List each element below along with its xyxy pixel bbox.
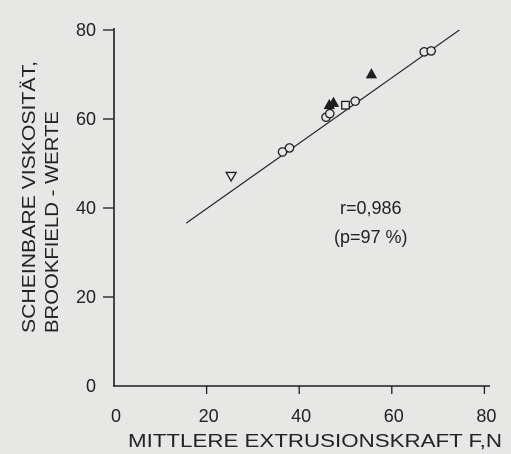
- point-open-circle-1: [277, 147, 288, 157]
- axis-tick-labels: 0 20 40 60 80 0 20 40 60 80: [76, 20, 496, 426]
- y-axis-label-line-1: SCHEINBARE VISKOSITÄT,: [19, 61, 39, 333]
- point-open-square-1: [341, 100, 350, 110]
- y-tick-label-20: 20: [76, 287, 96, 307]
- x-tick-label-60: 60: [384, 406, 404, 426]
- y-tick-label-0: 0: [86, 376, 96, 396]
- y-tick-label-60: 60: [76, 109, 96, 129]
- correlation-annotation: r=0,986: [340, 198, 402, 218]
- point-filled-triangle-3: [365, 68, 378, 79]
- x-tick-label-0: 0: [111, 406, 121, 426]
- axis-ticks: [103, 29, 486, 394]
- point-filled-triangle-2: [327, 96, 340, 107]
- x-tick-label-80: 80: [476, 406, 496, 426]
- x-tick-label-40: 40: [291, 406, 311, 426]
- y-tick-label-80: 80: [76, 20, 96, 40]
- probability-annotation: (p=97 %): [334, 227, 408, 247]
- y-axis-label-line-2: BROOKFIELD - WERTE: [42, 111, 62, 333]
- point-open-circle-2: [284, 143, 295, 153]
- regression-line: [185, 29, 460, 224]
- regression-line-group: [185, 29, 460, 224]
- data-points: [225, 46, 437, 183]
- x-axis-label: MITTLERE EXTRUSIONSKRAFT F,N: [128, 431, 502, 451]
- point-open-circle-4: [324, 108, 335, 119]
- point-open-circle-7: [426, 46, 437, 56]
- x-tick-label-20: 20: [199, 406, 219, 426]
- point-open-circle-5: [350, 96, 361, 107]
- point-open-triangle-down-1: [225, 171, 238, 183]
- y-tick-label-40: 40: [76, 198, 96, 218]
